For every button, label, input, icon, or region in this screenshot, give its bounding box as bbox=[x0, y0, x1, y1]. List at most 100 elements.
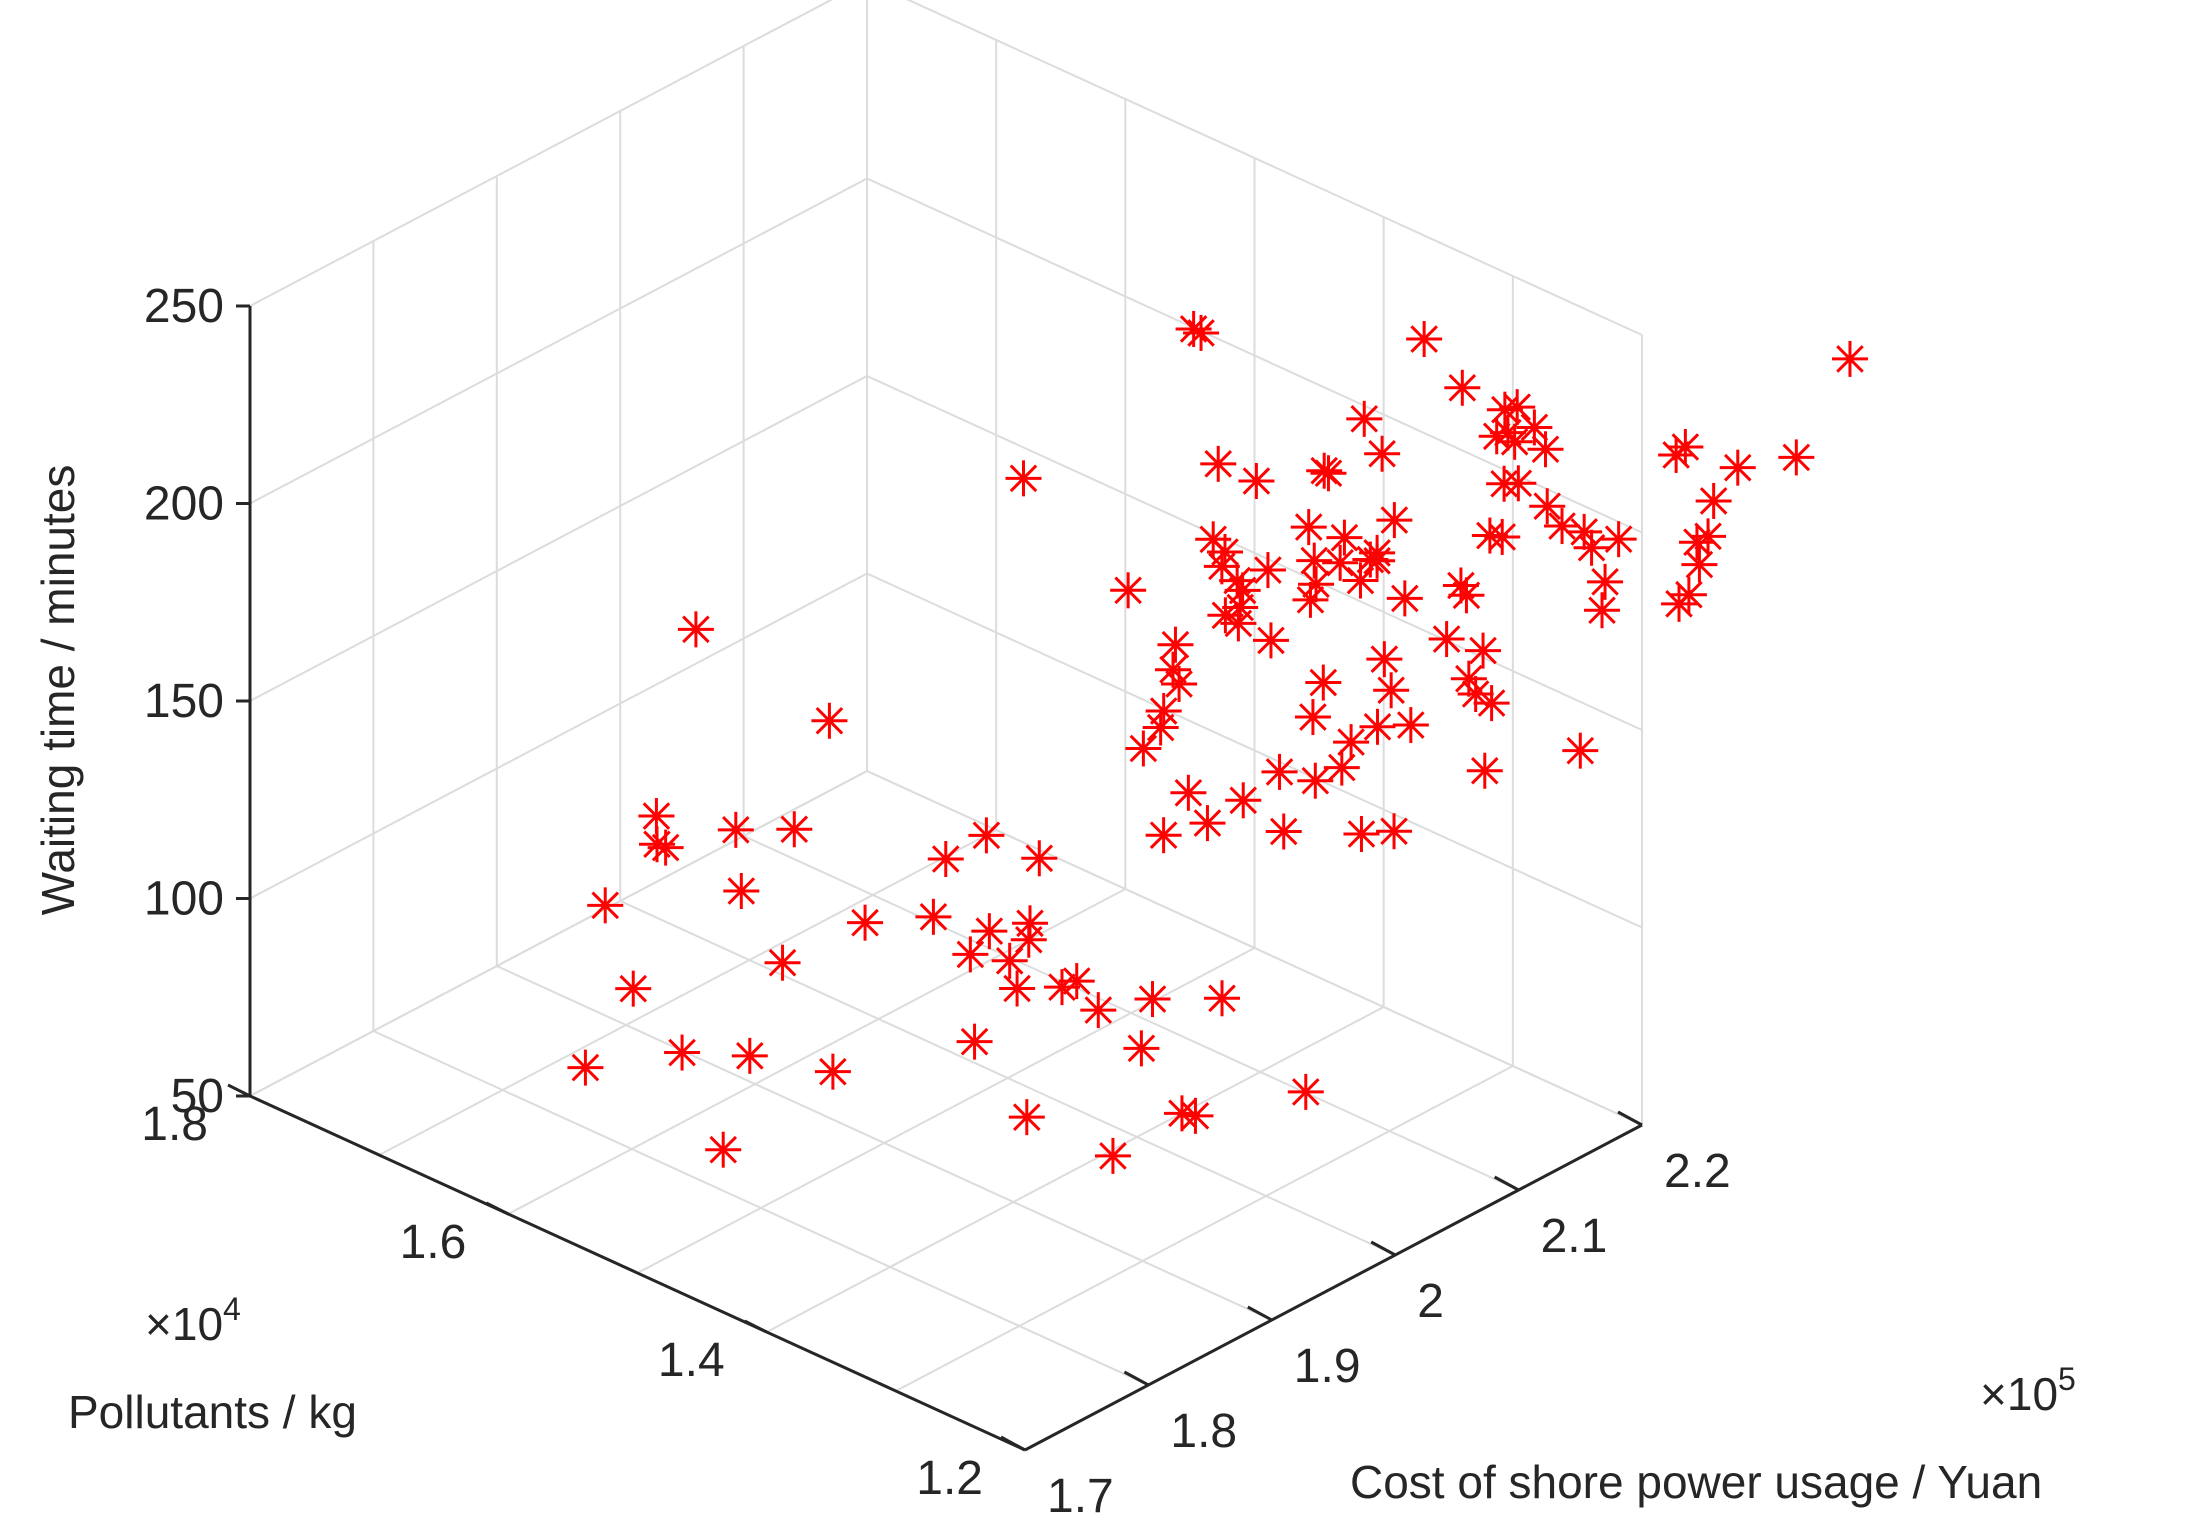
asterisk-stroke bbox=[815, 706, 844, 735]
data-point bbox=[1290, 509, 1327, 546]
asterisk-stroke bbox=[1503, 393, 1531, 421]
asterisk-stroke bbox=[1165, 670, 1193, 698]
back-wall-grid-line bbox=[249, 572, 868, 900]
side-wall-grid-line bbox=[866, 572, 1643, 929]
asterisk-stroke bbox=[1350, 405, 1379, 433]
x-axis-label: Cost of shore power usage / Yuan bbox=[1350, 1456, 2042, 1508]
asterisk-stroke bbox=[1009, 464, 1038, 493]
asterisk-stroke bbox=[1531, 435, 1560, 464]
data-point bbox=[1021, 840, 1058, 877]
data-point bbox=[1681, 546, 1718, 583]
y-tick-mark bbox=[485, 1201, 510, 1216]
data-point bbox=[1225, 782, 1262, 819]
asterisk-stroke bbox=[642, 802, 671, 830]
x-tick-mark bbox=[1493, 1175, 1520, 1192]
asterisk-stroke bbox=[1204, 450, 1233, 478]
asterisk-stroke bbox=[1588, 596, 1616, 625]
asterisk-stroke bbox=[1570, 518, 1598, 546]
y-tick-label: 1.8 bbox=[141, 1098, 208, 1151]
data-point bbox=[567, 1049, 604, 1086]
asterisk-stroke bbox=[1391, 584, 1419, 613]
data-point bbox=[814, 1053, 851, 1090]
x-tick-label: 2.2 bbox=[1664, 1145, 1731, 1198]
asterisk-stroke bbox=[1159, 655, 1187, 684]
y-axis-label: Pollutants / kg bbox=[68, 1386, 357, 1438]
data-point bbox=[1457, 676, 1494, 712]
asterisk-stroke bbox=[931, 845, 960, 873]
asterisk-stroke bbox=[1330, 523, 1359, 552]
data-point bbox=[1406, 321, 1443, 358]
data-point bbox=[615, 970, 652, 1007]
data-point bbox=[1376, 813, 1413, 850]
data-point bbox=[1695, 482, 1732, 519]
data-point bbox=[1359, 708, 1396, 745]
data-point bbox=[1008, 1099, 1045, 1136]
asterisk-stroke bbox=[1723, 453, 1752, 482]
data-point bbox=[1010, 921, 1047, 958]
data-point bbox=[677, 611, 714, 648]
floor-grid-line bbox=[637, 947, 1255, 1274]
z-tick-label: 100 bbox=[144, 873, 224, 926]
data-point bbox=[1529, 488, 1566, 525]
data-points bbox=[567, 310, 1868, 1174]
axis-labels: Waiting time / minutes Pollutants / kg C… bbox=[32, 465, 2076, 1508]
data-point bbox=[1094, 1137, 1131, 1174]
data-point bbox=[1500, 465, 1537, 502]
data-point bbox=[1294, 699, 1331, 736]
data-point bbox=[1376, 502, 1413, 539]
asterisk-stroke bbox=[1370, 645, 1399, 673]
z-tick-label: 250 bbox=[144, 280, 224, 333]
asterisk-stroke bbox=[1685, 550, 1714, 579]
asterisk-stroke bbox=[1533, 492, 1562, 520]
data-point bbox=[1428, 621, 1465, 658]
asterisk-stroke bbox=[1229, 786, 1258, 815]
data-point bbox=[1222, 589, 1259, 626]
asterisk-stroke bbox=[975, 917, 1004, 945]
asterisk-stroke bbox=[1347, 820, 1376, 848]
data-point bbox=[971, 913, 1008, 950]
asterisk-stroke bbox=[1242, 467, 1271, 495]
asterisk-stroke bbox=[1380, 506, 1409, 534]
x-tick-label: 1.8 bbox=[1170, 1405, 1237, 1458]
asterisk-stroke bbox=[1296, 586, 1325, 614]
data-point bbox=[1297, 762, 1334, 799]
data-point bbox=[764, 944, 801, 981]
y-tick-mark bbox=[227, 1083, 251, 1098]
data-point bbox=[1204, 980, 1241, 1017]
asterisk-stroke bbox=[1836, 345, 1864, 373]
asterisk-stroke bbox=[1455, 664, 1483, 693]
data-point bbox=[1163, 1095, 1200, 1132]
data-point bbox=[1206, 534, 1243, 570]
x-tick-mark bbox=[1370, 1240, 1396, 1257]
asterisk-stroke bbox=[1326, 548, 1354, 577]
data-point bbox=[1145, 817, 1182, 854]
asterisk-stroke bbox=[851, 908, 879, 937]
asterisk-stroke bbox=[1363, 713, 1392, 741]
data-point bbox=[723, 873, 760, 909]
y-tick-label: 1.4 bbox=[658, 1334, 725, 1387]
data-point bbox=[1044, 969, 1081, 1006]
data-point bbox=[1658, 436, 1695, 473]
data-point bbox=[1496, 423, 1533, 460]
data-point bbox=[1499, 389, 1536, 426]
data-point bbox=[1444, 369, 1481, 406]
data-point bbox=[811, 702, 848, 739]
data-point bbox=[1373, 672, 1410, 709]
asterisk-stroke bbox=[819, 1057, 847, 1086]
data-point bbox=[1134, 981, 1171, 1018]
data-point bbox=[1170, 774, 1207, 811]
asterisk-stroke bbox=[1368, 439, 1396, 468]
asterisk-stroke bbox=[1299, 703, 1327, 731]
x-tick-mark bbox=[1000, 1435, 1026, 1452]
asterisk-stroke bbox=[1161, 630, 1190, 659]
asterisk-stroke bbox=[1699, 487, 1728, 515]
asterisk-stroke bbox=[1397, 711, 1425, 739]
asterisk-stroke bbox=[1448, 374, 1477, 402]
asterisk-stroke bbox=[1257, 626, 1285, 655]
data-point bbox=[847, 904, 884, 941]
data-point bbox=[968, 817, 1005, 854]
x-tick-label: 2.1 bbox=[1541, 1210, 1608, 1263]
data-point bbox=[1831, 340, 1868, 377]
data-point bbox=[1670, 576, 1707, 613]
